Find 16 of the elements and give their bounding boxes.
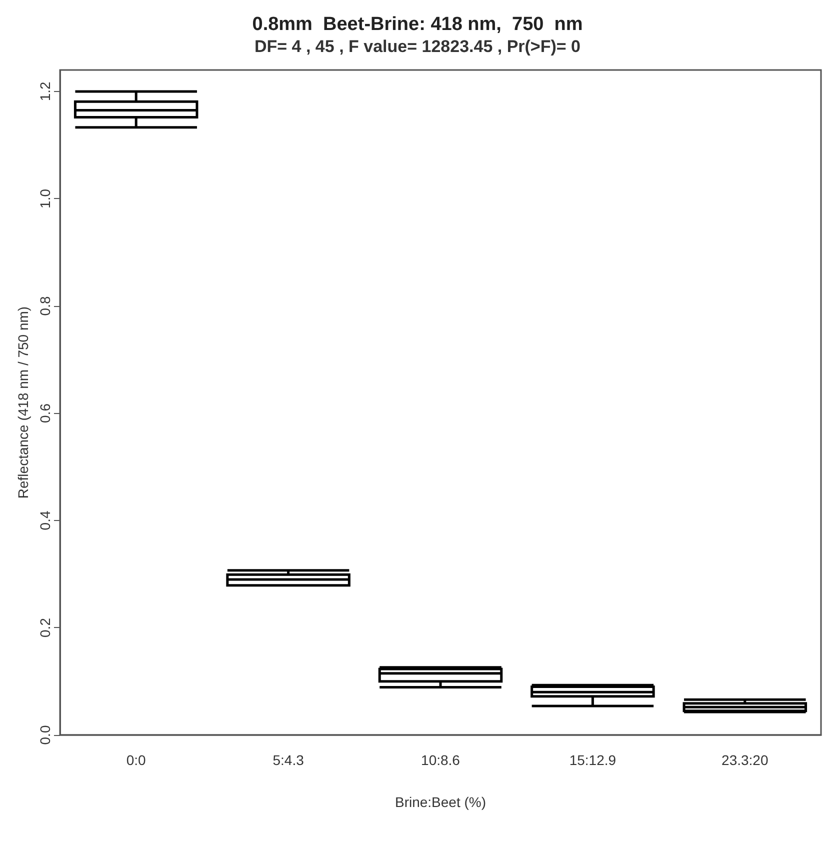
x-tick-label: 23.3:20 <box>722 752 768 768</box>
y-tick-label: 0.4 <box>37 510 53 530</box>
y-tick-label: 1.2 <box>37 82 53 102</box>
chart-title: 0.8mm Beet-Brine: 418 nm, 750 nm <box>252 14 583 35</box>
y-tick-label: 0.6 <box>37 403 53 423</box>
x-axis-title: Brine:Beet (%) <box>394 794 486 810</box>
x-tick-label: 15:12.9 <box>569 752 616 768</box>
y-tick-label: 0.2 <box>37 618 53 638</box>
y-tick-label: 1.0 <box>37 188 53 208</box>
y-tick-label: 0.0 <box>37 725 53 745</box>
chart-subtitle: DF= 4 , 45 , F value= 12823.45 , Pr(>F)= 0 <box>254 37 581 56</box>
y-axis-title: Reflectance (418 nm / 750 nm) <box>15 306 31 499</box>
y-tick-label: 0.8 <box>37 296 53 316</box>
x-tick-label: 10:8.6 <box>421 752 460 768</box>
x-tick-label: 0:0 <box>126 752 146 768</box>
x-tick-label: 5:4.3 <box>272 752 304 768</box>
